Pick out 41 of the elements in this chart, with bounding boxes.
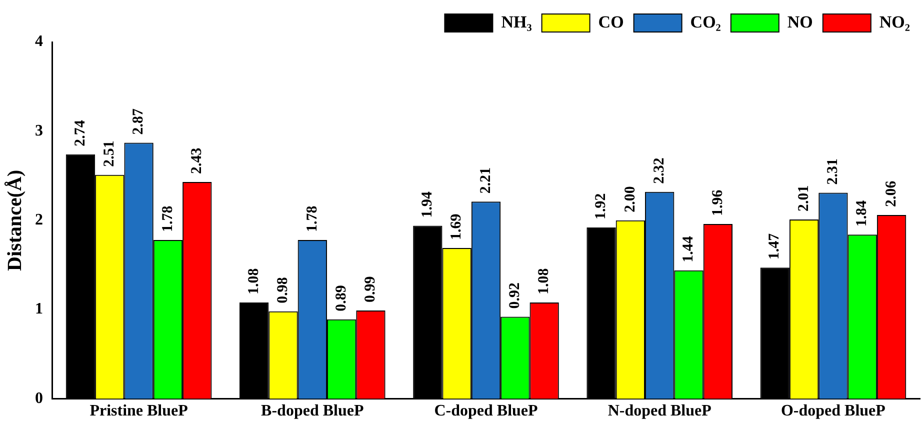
data-label: 2.32 <box>651 158 668 184</box>
data-label: 1.92 <box>593 193 610 220</box>
y-axis-title: Distance(Å) <box>4 170 26 271</box>
y-tick-label: 3 <box>35 122 43 140</box>
data-label: 2.87 <box>130 108 147 135</box>
x-tick-label: B-doped BlueP <box>261 402 364 420</box>
data-label: 1.44 <box>680 236 697 262</box>
x-tick-label: C-doped BlueP <box>434 402 538 420</box>
data-label: 1.08 <box>246 268 262 294</box>
y-tick-label: 1 <box>35 300 43 318</box>
data-label: 2.01 <box>796 185 812 212</box>
x-tick-label: N-doped BlueP <box>608 402 712 420</box>
legend-label: NH₃ <box>501 12 532 32</box>
data-label: 2.31 <box>825 158 842 185</box>
data-label: 0.89 <box>333 285 350 312</box>
data-label: 0.92 <box>507 282 524 309</box>
data-label: 2.43 <box>189 148 206 174</box>
legend-label: NO₂ <box>879 12 910 32</box>
data-label: 2.06 <box>883 180 900 208</box>
legend-label: NO <box>787 12 813 32</box>
data-label: 1.78 <box>304 206 320 232</box>
y-tick-label: 4 <box>35 33 43 50</box>
x-tick-label: Pristine BlueP <box>90 402 188 420</box>
legend-label: CO <box>598 12 624 32</box>
data-label: 0.98 <box>275 277 292 304</box>
data-label: 1.69 <box>448 214 465 240</box>
data-label: 1.08 <box>536 268 552 294</box>
legend-label: CO₂ <box>690 12 721 32</box>
data-label: 1.78 <box>160 206 176 232</box>
x-tick-label: O-doped BlueP <box>780 402 886 420</box>
data-label: 1.47 <box>766 232 783 260</box>
data-label: 1.96 <box>710 189 726 216</box>
data-label: 0.99 <box>362 276 379 302</box>
y-tick-label: 2 <box>35 212 43 229</box>
data-label: 2.00 <box>622 186 638 212</box>
data-label: 2.21 <box>478 167 494 194</box>
data-label: 1.84 <box>854 200 870 227</box>
data-label: 2.51 <box>102 140 118 167</box>
data-label: 1.94 <box>420 191 436 218</box>
data-label: 2.74 <box>72 120 88 146</box>
y-tick-label: 0 <box>35 390 43 407</box>
